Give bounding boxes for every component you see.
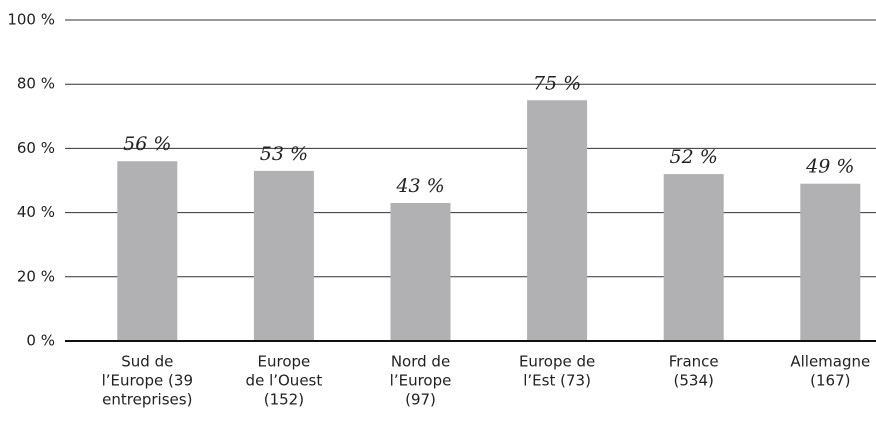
bar	[527, 100, 588, 341]
x-tick-label: Europe	[258, 353, 311, 371]
value-label: 52 %	[670, 146, 718, 168]
x-tick-label: France	[669, 353, 719, 371]
y-tick-label: 20 %	[17, 267, 55, 285]
value-label: 75 %	[533, 72, 581, 94]
value-label: 56 %	[123, 133, 171, 155]
y-tick-label: 100 %	[7, 11, 55, 29]
x-tick-label: l’Europe (39	[102, 372, 193, 390]
x-tick-label: (534)	[674, 372, 714, 390]
x-tick-label: l’Europe	[390, 372, 452, 390]
bar	[663, 174, 724, 341]
y-tick-label: 40 %	[17, 203, 55, 221]
bar	[253, 170, 314, 341]
bar	[390, 202, 451, 341]
y-tick-label: 0 %	[26, 332, 55, 350]
bar	[800, 183, 861, 341]
value-label: 49 %	[805, 156, 854, 178]
x-tick-label: Europe de	[519, 353, 595, 371]
x-tick-label: de l’Ouest	[246, 372, 323, 390]
x-tick-label: (97)	[405, 391, 436, 409]
value-label: 53 %	[260, 143, 308, 165]
x-tick-label: Allemagne	[790, 353, 870, 371]
x-tick-label: Nord de	[391, 353, 450, 371]
x-tick-label: l’Est (73)	[523, 372, 591, 390]
x-tick-label: Sud de	[121, 353, 173, 371]
x-tick-label: entreprises)	[102, 391, 192, 409]
x-tick-label: (167)	[810, 372, 850, 390]
bar	[117, 161, 178, 341]
value-label: 43 %	[395, 175, 444, 197]
y-tick-label: 60 %	[17, 139, 55, 157]
x-tick-label: (152)	[264, 391, 304, 409]
y-tick-label: 80 %	[17, 75, 55, 93]
